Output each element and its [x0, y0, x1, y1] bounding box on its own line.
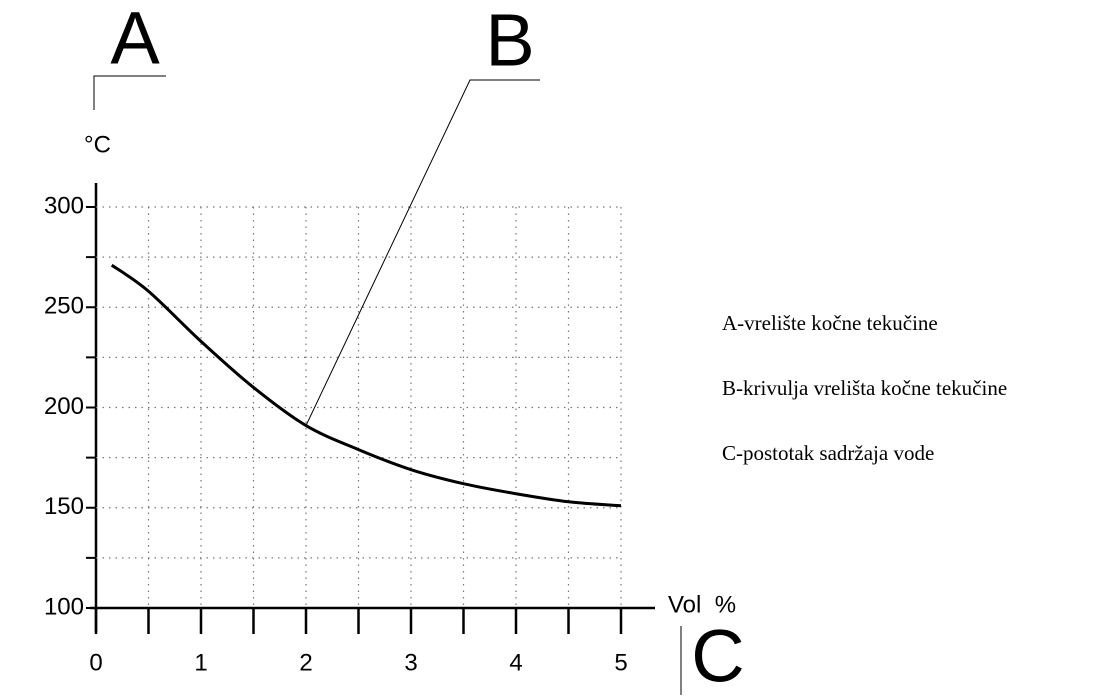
x-axis-label: Vol %: [668, 591, 736, 618]
x-tick-label: 1: [194, 649, 207, 676]
y-tick-label: 100: [44, 593, 84, 620]
note: C-postotak sadržaja vode: [722, 441, 934, 465]
x-tick-label: 5: [614, 649, 627, 676]
y-tick-label: 300: [44, 192, 84, 219]
annotation-leader: [305, 79, 540, 426]
x-tick-label: 4: [509, 649, 522, 676]
curve: [110, 263, 622, 508]
y-tick-label: 200: [44, 393, 84, 420]
note: B-krivulja vrelišta kočne tekučine: [722, 376, 1007, 400]
x-tick-label: 3: [404, 649, 417, 676]
x-tick-label: 2: [299, 649, 312, 676]
label-b: B: [485, 0, 534, 82]
y-tick-label: 150: [44, 493, 84, 520]
label-a: A: [110, 0, 160, 80]
y-tick-label: 250: [44, 293, 84, 320]
label-c: C: [691, 615, 744, 697]
x-tick-label: 0: [89, 649, 102, 676]
y-axis-label: °C: [84, 131, 111, 158]
note: A-vrelište kočne tekučine: [722, 311, 938, 335]
a-bracket: [93, 75, 166, 110]
